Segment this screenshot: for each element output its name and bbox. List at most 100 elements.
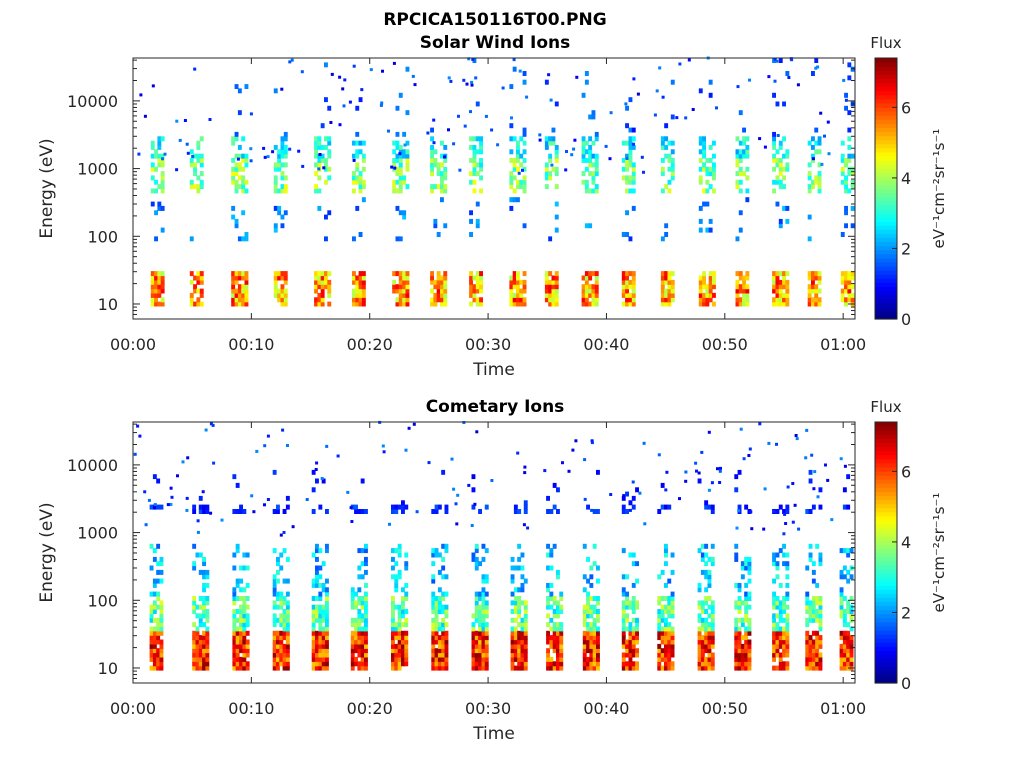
heatmap-cell [472, 58, 477, 63]
heatmap-cell [775, 509, 780, 514]
heatmap-cell [398, 288, 403, 294]
heatmap-cell [805, 609, 810, 614]
heatmap-cell [324, 279, 328, 285]
heatmap-cell [395, 166, 400, 172]
colorbar-segment [875, 426, 897, 431]
heatmap-cell [581, 292, 586, 298]
heatmap-cell [697, 471, 701, 475]
heatmap-cell [510, 661, 515, 667]
colorbar-segment [875, 450, 897, 456]
heatmap-cell [324, 236, 328, 242]
heatmap-cell [747, 596, 752, 601]
heatmap-cell [735, 162, 740, 168]
heatmap-cell [441, 609, 446, 614]
heatmap-cell [510, 643, 515, 649]
heatmap-cell [156, 604, 161, 610]
heatmap-cell [404, 565, 409, 571]
heatmap-cell [548, 136, 553, 142]
heatmap-cell [283, 292, 288, 298]
heatmap-cell [444, 548, 449, 554]
heatmap-cell [317, 284, 322, 290]
heatmap-cell [522, 149, 527, 155]
heatmap-cell [543, 469, 547, 473]
heatmap-cell [775, 297, 780, 303]
heatmap-cell [631, 171, 636, 177]
heatmap-cell [631, 609, 636, 614]
heatmap-cell [395, 205, 400, 211]
heatmap-cell [772, 643, 776, 649]
heatmap-cell [702, 292, 706, 298]
heatmap-cell [657, 661, 662, 667]
heatmap-cell [436, 275, 441, 281]
heatmap-cell [744, 556, 749, 562]
heatmap-cell [231, 292, 236, 298]
heatmap-cell [772, 596, 776, 601]
heatmap-cell [621, 284, 626, 290]
heatmap-cell [807, 171, 812, 177]
heatmap-cell [664, 661, 668, 667]
heatmap-cell [517, 661, 522, 667]
heatmap-cell [675, 116, 679, 120]
heatmap-cell [318, 596, 323, 601]
heatmap-cell [847, 292, 852, 298]
heatmap-cell [311, 656, 316, 662]
heatmap-cell [437, 504, 442, 510]
heatmap-cell [523, 500, 528, 506]
heatmap-cell [782, 604, 786, 610]
heatmap-cell [324, 271, 328, 277]
heatmap-cell [839, 457, 843, 461]
heatmap-cell [697, 656, 702, 662]
heatmap-cell [655, 89, 659, 93]
heatmap-cell [231, 284, 236, 290]
heatmap-cell [350, 596, 355, 601]
heatmap-cell [234, 297, 239, 303]
heatmap-cell [472, 171, 477, 177]
heatmap-cell [522, 223, 527, 229]
heatmap-cell [586, 661, 590, 667]
heatmap-cell [202, 656, 206, 662]
colorbar-segment [875, 180, 897, 186]
heatmap-cell [358, 288, 363, 294]
heatmap-cell [395, 288, 400, 294]
heatmap-cell [670, 175, 675, 181]
heatmap-cell [395, 171, 400, 177]
heatmap-cell [157, 301, 162, 307]
heatmap-cell [355, 288, 360, 294]
heatmap-cell [245, 596, 250, 601]
heatmap-cell [192, 656, 197, 662]
heatmap-cell [311, 604, 316, 610]
heatmap-cell [234, 223, 239, 229]
heatmap-cell [782, 639, 786, 645]
colorbar-segment [875, 221, 897, 226]
heatmap-cell [604, 144, 608, 148]
heatmap-cell [520, 656, 525, 662]
heatmap-cell [241, 236, 246, 242]
colorbar-segment [875, 674, 897, 680]
heatmap-cell [327, 292, 332, 298]
heatmap-cell [239, 587, 243, 593]
heatmap-cell [152, 635, 157, 641]
heatmap-cell [523, 578, 528, 584]
heatmap-cell [231, 279, 236, 285]
heatmap-cell [237, 88, 242, 94]
heatmap-cell [513, 600, 518, 606]
heatmap-cell [434, 600, 439, 606]
heatmap-cell [705, 188, 710, 194]
heatmap-cell [444, 591, 449, 597]
colorbar-segment [875, 217, 897, 222]
heatmap-cell [715, 106, 718, 110]
heatmap-cell [517, 556, 522, 562]
heatmap-cell [552, 613, 557, 619]
heatmap-cell [707, 613, 712, 619]
heatmap-cell [594, 188, 599, 194]
heatmap-cell [807, 288, 812, 294]
heatmap-cell [660, 613, 665, 619]
heatmap-cell [785, 71, 790, 76]
heatmap-cell [157, 145, 162, 150]
heatmap-cell [586, 665, 590, 671]
heatmap-cell [667, 661, 672, 667]
heatmap-cell [628, 127, 633, 133]
heatmap-cell [594, 297, 599, 303]
heatmap-cell [404, 622, 409, 628]
heatmap-cell [737, 626, 742, 632]
